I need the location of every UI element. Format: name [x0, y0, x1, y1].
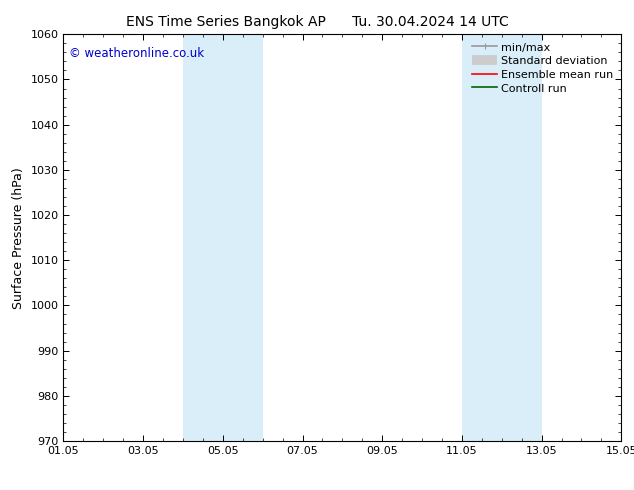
- Text: ENS Time Series Bangkok AP      Tu. 30.04.2024 14 UTC: ENS Time Series Bangkok AP Tu. 30.04.202…: [126, 15, 508, 29]
- Bar: [183, 34, 262, 441]
- Bar: [462, 34, 541, 441]
- Legend: min/max, Standard deviation, Ensemble mean run, Controll run: min/max, Standard deviation, Ensemble me…: [470, 40, 616, 96]
- Text: © weatheronline.co.uk: © weatheronline.co.uk: [69, 47, 204, 59]
- Y-axis label: Surface Pressure (hPa): Surface Pressure (hPa): [12, 167, 25, 309]
